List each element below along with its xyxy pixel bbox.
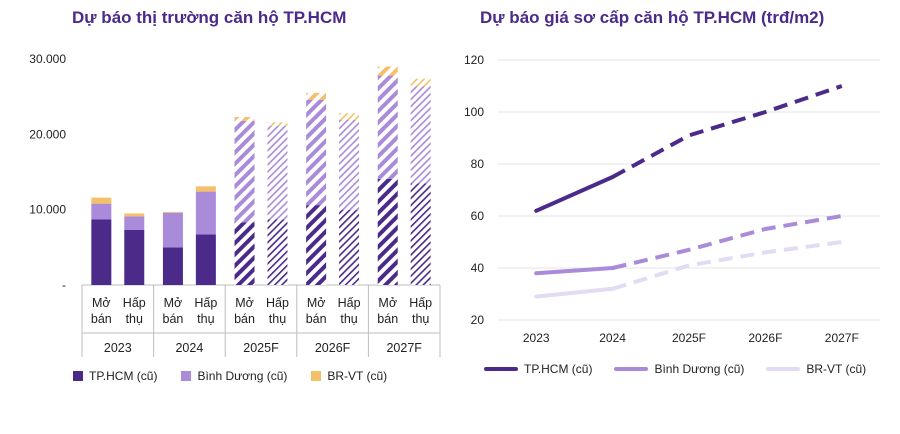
year-label: 2025F bbox=[243, 341, 279, 355]
bar-segment bbox=[377, 178, 398, 285]
x-tick-label: 2024 bbox=[599, 331, 626, 345]
legend-line-label-brvt: BR-VT (cũ) bbox=[806, 362, 867, 376]
y-tick-label: 10.000 bbox=[29, 203, 66, 217]
y-tick-label: 100 bbox=[464, 105, 484, 119]
x-tick-label: 2026F bbox=[748, 331, 782, 345]
legend-swatch-tphcm bbox=[73, 371, 83, 381]
bar-segment bbox=[124, 213, 145, 217]
left-chart-title: Dự báo thị trường căn hộ TP.HCM bbox=[72, 8, 347, 27]
category-label: Hấp bbox=[338, 296, 361, 310]
bar-segment bbox=[124, 230, 145, 285]
y-tick-label: 30.000 bbox=[29, 52, 66, 66]
bar-segment bbox=[410, 183, 431, 285]
bar-segment bbox=[377, 75, 398, 179]
category-label: thụ bbox=[126, 312, 143, 326]
right-legend: TP.HCM (cũ) Bình Dương (cũ) BR-VT (cũ) bbox=[484, 362, 866, 376]
category-label: Hấp bbox=[194, 296, 217, 310]
bar-segment bbox=[339, 209, 360, 285]
bar-segment bbox=[162, 212, 183, 248]
y-tick-label: 20.000 bbox=[29, 127, 66, 141]
left-legend: TP.HCM (cũ) Bình Dương (cũ) BR-VT (cũ) bbox=[73, 369, 387, 383]
bar-segment bbox=[339, 120, 360, 210]
category-label: bán bbox=[91, 312, 112, 326]
bar-segment bbox=[91, 219, 112, 285]
legend-swatch-binhduong bbox=[181, 371, 192, 381]
x-tick-label: 2023 bbox=[523, 331, 550, 345]
category-label: Mở bbox=[378, 296, 397, 310]
year-label: 2023 bbox=[104, 341, 132, 355]
left-bar-chart: - 10.000 20.000 30.000 Mở bán Hấp thụ 2023 Mở bán H… bbox=[29, 52, 441, 357]
legend-line-label-tphcm: TP.HCM (cũ) bbox=[524, 362, 593, 376]
y-tick-label: 40 bbox=[471, 261, 485, 275]
bar-segment bbox=[195, 191, 216, 235]
y-tick-label: 80 bbox=[471, 157, 485, 171]
y-tick-label: - bbox=[62, 278, 66, 292]
category-label: thụ bbox=[197, 312, 214, 326]
legend-line-label-binhduong: Bình Dương (cũ) bbox=[654, 362, 745, 376]
category-label: Mở bbox=[307, 296, 326, 310]
bar-segment bbox=[234, 120, 255, 223]
category-label: Mở bbox=[92, 296, 111, 310]
category-label: bán bbox=[377, 312, 398, 326]
series-line-actual bbox=[534, 286, 615, 299]
legend-label-brvt: BR-VT (cũ) bbox=[327, 369, 388, 383]
category-label: bán bbox=[163, 312, 184, 326]
series-line-actual bbox=[534, 175, 615, 213]
bar-segment bbox=[267, 126, 288, 220]
x-tick-label: 2027F bbox=[825, 331, 859, 345]
category-label: Hấp bbox=[409, 296, 432, 310]
legend-label-tphcm: TP.HCM (cũ) bbox=[89, 369, 158, 383]
bar-segment bbox=[267, 219, 288, 285]
category-label: thụ bbox=[269, 312, 286, 326]
bar-segment bbox=[162, 247, 183, 285]
year-label: 2024 bbox=[175, 341, 203, 355]
bar-segment bbox=[195, 186, 216, 192]
bar-segment bbox=[234, 222, 255, 285]
x-tick-label: 2025F bbox=[672, 331, 706, 345]
bar-segment bbox=[195, 234, 216, 285]
year-label: 2027F bbox=[386, 341, 422, 355]
legend-line-binhduong bbox=[614, 367, 649, 371]
year-label: 2026F bbox=[315, 341, 351, 355]
y-tick-label: 60 bbox=[471, 209, 485, 223]
legend-label-binhduong: Bình Dương (cũ) bbox=[197, 369, 288, 383]
category-label: Mở bbox=[235, 296, 254, 310]
legend-swatch-brvt bbox=[311, 371, 322, 381]
bar-segment bbox=[267, 122, 288, 127]
bar-segment bbox=[410, 86, 431, 184]
series-line-forecast bbox=[612, 214, 843, 270]
y-tick-label: 20 bbox=[471, 313, 485, 327]
legend-line-brvt bbox=[766, 367, 801, 371]
right-chart-title: Dự báo giá sơ cấp căn hộ TP.HCM (trđ/m2) bbox=[480, 8, 825, 27]
category-label: Hấp bbox=[266, 296, 289, 310]
bar-segment bbox=[306, 99, 327, 206]
series-line-actual bbox=[534, 266, 615, 276]
y-tick-label: 120 bbox=[464, 53, 484, 67]
series-line-forecast bbox=[611, 84, 843, 179]
bar-segment bbox=[410, 78, 431, 87]
legend-line-tphcm bbox=[484, 367, 518, 371]
bar-segment bbox=[306, 205, 327, 285]
category-label: bán bbox=[306, 312, 327, 326]
bar-segment bbox=[306, 92, 327, 100]
category-label: Hấp bbox=[123, 296, 146, 310]
series-line-forecast bbox=[612, 240, 843, 291]
category-label: thụ bbox=[412, 312, 429, 326]
bar-segment bbox=[234, 117, 255, 121]
bar-segment bbox=[91, 203, 112, 220]
bar-segment bbox=[91, 197, 112, 204]
bar-segment bbox=[377, 66, 398, 76]
bar-segment bbox=[124, 216, 145, 231]
category-label: Mở bbox=[164, 296, 183, 310]
bar-segment bbox=[162, 211, 183, 213]
category-label: thụ bbox=[340, 312, 357, 326]
category-label: bán bbox=[234, 312, 255, 326]
bar-segment bbox=[339, 113, 360, 121]
